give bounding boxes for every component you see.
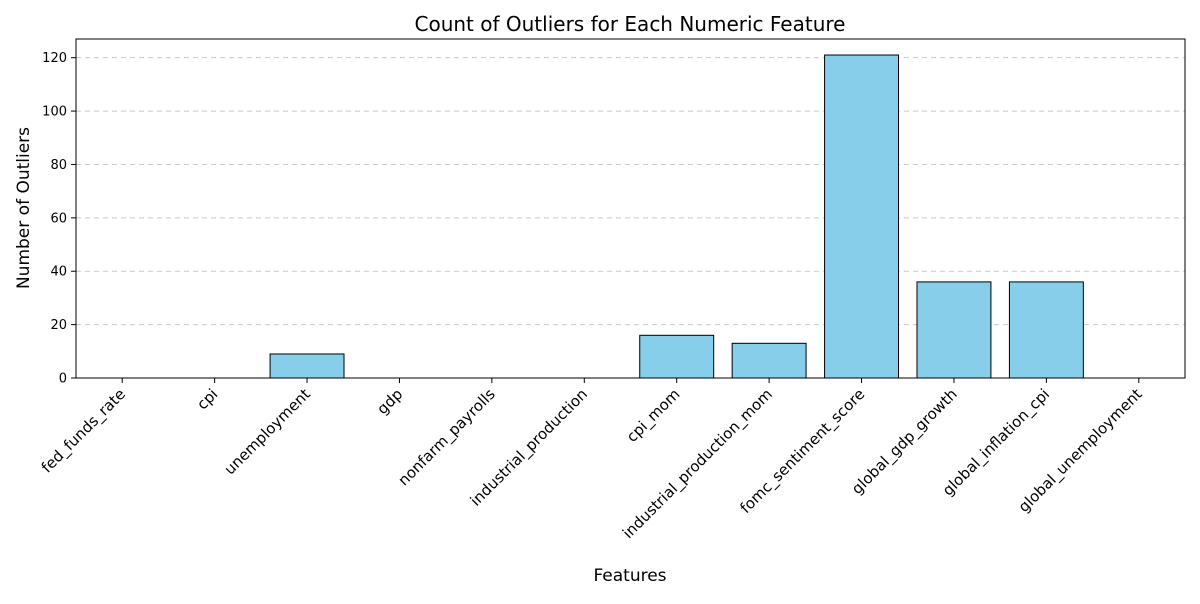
- chart-title: Count of Outliers for Each Numeric Featu…: [415, 12, 846, 36]
- x-tick-label: gdp: [373, 385, 406, 418]
- x-tick-label: cpi: [193, 385, 221, 413]
- y-tick-label: 100: [42, 105, 67, 120]
- bar-industrial-production-mom: [731, 342, 807, 379]
- axes: [75, 38, 1186, 379]
- bar-unemployment: [269, 353, 345, 379]
- y-tick-label: 80: [50, 158, 67, 173]
- bar-global-inflation-cpi: [1008, 281, 1084, 379]
- x-tick-label: cpi_mom: [623, 385, 684, 446]
- x-tick-label: unemployment: [221, 385, 314, 478]
- bar-cpi-mom: [639, 334, 715, 379]
- y-tick-label: 60: [50, 211, 67, 226]
- y-tick-label: 0: [59, 372, 67, 387]
- x-axis-label: Features: [593, 566, 666, 586]
- y-tick-label: 120: [42, 51, 67, 66]
- plot-frame: [75, 38, 1186, 379]
- x-tick-label: industrial_production_mom: [619, 385, 777, 543]
- bar-global-gdp-growth: [916, 281, 992, 379]
- y-axis-label: Number of Outliers: [14, 127, 34, 289]
- x-ticks: fed_funds_rate cpi unemployment gdpnonfarm_…: [38, 378, 1146, 543]
- bars: [269, 54, 1084, 379]
- x-tick-label: nonfarm_payrolls: [394, 385, 499, 490]
- y-ticks: 0 20 40 60 80 100 120: [42, 51, 76, 387]
- x-tick-label: fed_funds_rate: [38, 385, 130, 477]
- bar-fomc-sentiment-score: [824, 54, 900, 379]
- y-tick-label: 40: [50, 265, 67, 280]
- y-tick-label: 20: [50, 318, 67, 333]
